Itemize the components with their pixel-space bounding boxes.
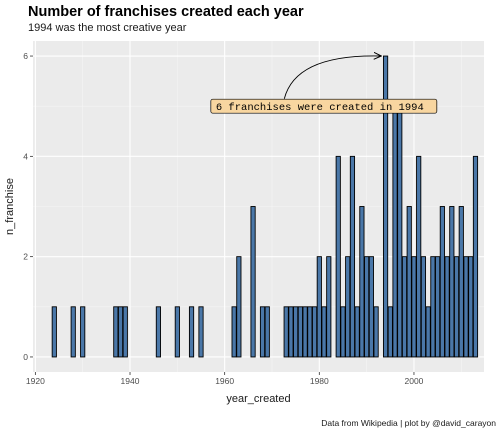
bar-1987	[349, 155, 356, 358]
bar-1938	[117, 306, 124, 358]
x-axis-label: year_created	[226, 393, 290, 405]
bar-2008	[449, 206, 455, 358]
bar-1980	[316, 256, 322, 358]
bar-2001	[416, 155, 422, 358]
bar-1986	[345, 256, 351, 358]
bar-1991	[368, 256, 374, 358]
bar-1996	[392, 105, 398, 358]
y-axis-label: n_franchise	[4, 178, 16, 235]
bar-1928	[70, 306, 76, 358]
bar-1973	[283, 306, 289, 358]
bar-2004	[430, 256, 436, 358]
bar-1924	[51, 306, 57, 358]
x-tick-label: 1940	[121, 376, 140, 386]
bar-1994	[382, 55, 389, 358]
chart-title: Number of franchises created each year	[28, 4, 304, 20]
bar-2012	[468, 256, 474, 358]
bar-1992	[373, 306, 379, 358]
bar-1962	[231, 306, 237, 358]
bar-1976	[297, 306, 303, 358]
bar-2006	[439, 206, 445, 358]
bar-1950	[174, 306, 180, 358]
chart-caption: Data from Wikipedia | plot by @david_car…	[321, 418, 496, 428]
bar-1969	[264, 306, 270, 358]
x-tick-label: 2000	[404, 376, 423, 386]
bar-2005	[435, 256, 441, 358]
bar-2013	[472, 155, 479, 358]
bar-1930	[80, 306, 86, 358]
bar-1937	[113, 306, 119, 358]
y-tick-label: 6	[23, 51, 28, 61]
bar-2002	[420, 256, 427, 358]
x-tick-label: 1920	[26, 376, 45, 386]
bar-1968	[259, 306, 266, 358]
y-tick-label: 2	[23, 252, 28, 262]
annotation-arrow	[283, 56, 381, 99]
bar-1963	[236, 256, 242, 358]
bar-1988	[354, 306, 360, 358]
x-tick-label: 1980	[310, 376, 329, 386]
bar-1989	[359, 206, 365, 358]
annotation-box	[210, 98, 438, 114]
y-tick-label: 4	[23, 151, 28, 161]
bar-2007	[444, 256, 450, 358]
bar-1953	[188, 306, 195, 358]
bar-1974	[288, 306, 294, 358]
bar-1977	[302, 306, 308, 358]
bar-1997	[397, 105, 403, 358]
bar-1939	[122, 306, 128, 358]
bar-2010	[458, 206, 464, 358]
bar-1978	[307, 306, 313, 358]
bar-1995	[387, 306, 393, 358]
bar-1990	[364, 256, 370, 358]
bar-2009	[453, 256, 460, 358]
bar-1966	[250, 206, 256, 358]
y-tick-label: 0	[23, 352, 28, 362]
bar-2011	[463, 256, 469, 358]
x-tick-label: 1960	[215, 376, 234, 386]
bar-2003	[425, 306, 431, 358]
bar-1999	[406, 206, 412, 358]
bar-1984	[335, 155, 341, 358]
bar-1985	[340, 306, 346, 358]
bar-1979	[312, 306, 318, 358]
bar-1955	[198, 306, 204, 358]
bar-1998	[401, 256, 408, 358]
bar-1982	[326, 256, 332, 358]
bar-2000	[411, 256, 417, 358]
bar-1981	[321, 306, 327, 358]
annotation-label: 6 franchises were created in 1994	[216, 102, 424, 114]
chart-subtitle: 1994 was the most creative year	[28, 22, 187, 34]
bar-1946	[155, 306, 161, 358]
bar-1975	[293, 306, 299, 358]
